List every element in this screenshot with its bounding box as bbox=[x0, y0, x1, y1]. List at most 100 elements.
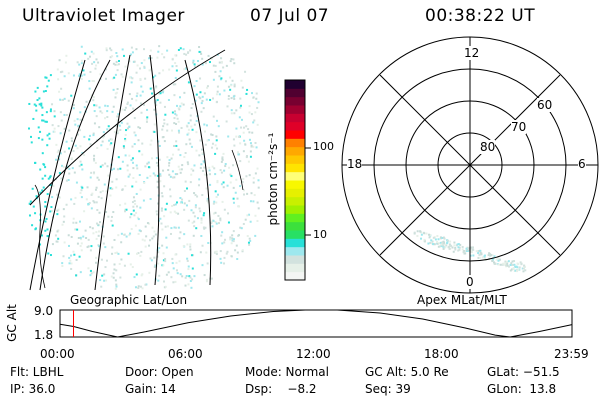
emission-pixel bbox=[510, 262, 513, 265]
emission-pixel bbox=[147, 166, 150, 169]
emission-pixel bbox=[188, 275, 191, 278]
colorbar-tick-100: 100 bbox=[313, 140, 334, 153]
emission-pixel bbox=[124, 137, 127, 140]
emission-pixel bbox=[175, 201, 178, 204]
emission-pixel bbox=[246, 88, 249, 91]
emission-pixel bbox=[171, 65, 174, 68]
emission-pixel bbox=[154, 233, 157, 236]
emission-pixel bbox=[28, 202, 31, 205]
emission-pixel bbox=[192, 234, 195, 237]
emission-pixel bbox=[464, 252, 467, 255]
emission-pixel bbox=[75, 258, 78, 261]
emission-pixel bbox=[189, 280, 192, 283]
emission-pixel bbox=[87, 245, 90, 248]
emission-pixel bbox=[183, 202, 186, 205]
emission-pixel bbox=[195, 93, 198, 96]
emission-pixel bbox=[244, 70, 247, 73]
emission-pixel bbox=[102, 131, 105, 134]
emission-pixel bbox=[88, 134, 91, 137]
emission-pixel bbox=[89, 269, 92, 272]
emission-pixel bbox=[88, 201, 91, 204]
emission-pixel bbox=[119, 204, 122, 207]
emission-pixel bbox=[146, 162, 149, 165]
emission-pixel bbox=[230, 97, 233, 100]
emission-pixel bbox=[246, 235, 249, 238]
emission-pixel bbox=[169, 211, 172, 214]
emission-pixel bbox=[107, 125, 110, 128]
emission-pixel bbox=[173, 117, 176, 120]
emission-pixel bbox=[235, 109, 238, 112]
emission-pixel bbox=[118, 124, 121, 127]
colorbar-swatch bbox=[285, 180, 305, 189]
emission-pixel bbox=[479, 251, 482, 254]
emission-pixel bbox=[216, 179, 219, 182]
x-tick-0000: 00:00 bbox=[40, 347, 75, 361]
emission-pixel bbox=[117, 113, 120, 116]
emission-pixel bbox=[231, 79, 234, 82]
emission-pixel bbox=[187, 132, 190, 135]
emission-pixel bbox=[190, 125, 193, 128]
emission-pixel bbox=[72, 104, 75, 107]
emission-pixel bbox=[442, 244, 445, 247]
mode-info: Mode: Normal bbox=[245, 365, 329, 379]
emission-pixel bbox=[159, 180, 162, 183]
emission-pixel bbox=[168, 164, 171, 167]
emission-pixel bbox=[37, 137, 40, 140]
emission-pixel bbox=[202, 226, 205, 229]
x-tick-0600: 06:00 bbox=[168, 347, 203, 361]
emission-pixel bbox=[90, 207, 93, 210]
emission-pixel bbox=[420, 233, 423, 236]
mlat-label-80: 80 bbox=[480, 140, 496, 154]
emission-pixel bbox=[180, 126, 183, 129]
emission-pixel bbox=[135, 211, 138, 214]
emission-pixel bbox=[201, 99, 204, 102]
emission-pixel bbox=[47, 252, 50, 255]
emission-pixel bbox=[441, 243, 444, 246]
emission-pixel bbox=[215, 93, 218, 96]
emission-pixel bbox=[134, 134, 137, 137]
emission-pixel bbox=[34, 212, 37, 215]
emission-pixel bbox=[221, 158, 224, 161]
emission-pixel bbox=[178, 96, 181, 99]
emission-pixel bbox=[502, 262, 505, 265]
emission-pixel bbox=[116, 63, 119, 66]
emission-pixel bbox=[141, 273, 144, 276]
emission-pixel bbox=[144, 245, 147, 248]
emission-pixel bbox=[465, 247, 468, 250]
emission-pixel bbox=[173, 94, 176, 97]
emission-pixel bbox=[126, 103, 129, 106]
emission-pixel bbox=[432, 243, 435, 246]
emission-pixel bbox=[509, 269, 512, 272]
colorbar-frame bbox=[284, 79, 306, 281]
emission-pixel bbox=[90, 50, 93, 53]
emission-pixel bbox=[210, 221, 213, 224]
emission-pixel bbox=[72, 217, 75, 220]
emission-pixel bbox=[110, 142, 113, 145]
emission-pixel bbox=[184, 151, 187, 154]
emission-pixel bbox=[234, 249, 237, 252]
emission-pixel bbox=[71, 157, 74, 160]
emission-pixel bbox=[257, 186, 260, 189]
emission-pixel bbox=[70, 139, 73, 142]
emission-pixel bbox=[163, 122, 166, 125]
emission-pixel bbox=[95, 64, 98, 67]
emission-pixel bbox=[120, 232, 123, 235]
emission-pixel bbox=[479, 249, 482, 252]
emission-pixel bbox=[494, 262, 497, 265]
emission-pixel bbox=[235, 178, 238, 181]
emission-pixel bbox=[152, 235, 155, 238]
emission-pixel bbox=[162, 91, 165, 94]
emission-pixel bbox=[130, 46, 133, 49]
emission-pixel bbox=[93, 171, 96, 174]
emission-pixel bbox=[215, 135, 218, 138]
emission-pixel bbox=[210, 133, 213, 136]
emission-pixel bbox=[523, 264, 526, 267]
emission-pixel bbox=[195, 149, 198, 152]
emission-pixel bbox=[146, 176, 149, 179]
emission-pixel bbox=[189, 248, 192, 251]
emission-pixel bbox=[516, 262, 519, 265]
emission-pixel bbox=[497, 257, 500, 260]
emission-pixel bbox=[201, 57, 204, 60]
emission-pixel bbox=[41, 114, 44, 117]
emission-pixel bbox=[81, 168, 84, 171]
